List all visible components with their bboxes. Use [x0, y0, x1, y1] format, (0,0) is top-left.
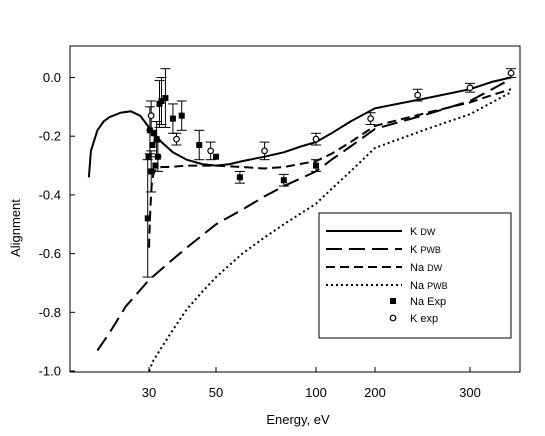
y-tick-label: -0.4: [39, 187, 61, 202]
data-point-k-exp: [173, 135, 180, 143]
legend: K DW K PWB Na DW Na PWB Na Exp K exp: [318, 212, 512, 339]
data-point-na-exp: [196, 142, 203, 149]
legend-label: Na DW: [410, 262, 443, 274]
data-point-na-exp: [313, 162, 319, 169]
data-point-na-exp: [144, 215, 151, 222]
y-axis-title: Alignment: [8, 199, 23, 257]
data-point-k-exp: [312, 135, 320, 143]
series-line-na-pwb: [148, 91, 512, 372]
legend-label: K exp: [410, 313, 438, 325]
data-point-k-exp: [147, 112, 155, 120]
legend-label-subscript: PWB: [420, 245, 441, 255]
data-points: [142, 68, 517, 278]
x-tick-label: 50: [209, 385, 223, 400]
x-tick-label: 200: [364, 385, 386, 400]
series-line-na-dw: [148, 88, 512, 248]
legend-label: Na PWB: [410, 280, 448, 292]
data-point-k-exp: [207, 147, 215, 155]
x-axis: 30 50 100 200 300: [142, 367, 481, 400]
legend-label-subscript: DW: [427, 263, 442, 273]
data-point-na-exp: [149, 142, 156, 149]
x-tick-label: 100: [305, 385, 327, 400]
data-point-k-exp: [466, 84, 474, 92]
x-tick-label: 300: [459, 385, 481, 400]
x-tick-label: 30: [142, 385, 156, 400]
y-tick-label: -1.0: [39, 364, 61, 379]
legend-box: [318, 212, 512, 339]
data-point-na-exp: [169, 115, 176, 122]
x-axis-title: Energy, eV: [266, 412, 330, 427]
data-point-na-exp: [162, 95, 169, 102]
data-point-na-exp: [145, 153, 152, 160]
legend-label-subscript: DW: [420, 227, 435, 237]
legend-label-subscript: PWB: [427, 281, 448, 291]
data-point-na-exp: [178, 112, 185, 119]
data-point-k-exp: [367, 115, 375, 122]
y-axis: 0.0 -0.2 -0.4 -0.6 -0.8 -1.0: [39, 70, 75, 379]
data-point-na-exp: [148, 168, 155, 175]
data-point-na-exp: [152, 162, 159, 169]
y-tick-label: 0.0: [43, 70, 61, 85]
legend-marker: [390, 298, 396, 304]
y-tick-label: -0.8: [39, 305, 61, 320]
legend-label: K DW: [410, 226, 436, 238]
data-point-na-exp: [213, 153, 219, 160]
data-point-na-exp: [153, 136, 160, 143]
legend-label: Na Exp: [410, 296, 446, 308]
legend-marker: [389, 314, 397, 322]
y-tick-label: -0.6: [39, 246, 61, 261]
data-point-k-exp: [507, 69, 515, 77]
data-point-na-exp: [154, 153, 161, 160]
data-point-k-exp: [261, 147, 268, 155]
data-point-na-exp: [158, 97, 165, 104]
plot-frame: [69, 45, 521, 373]
data-point-na-exp: [150, 130, 157, 137]
data-point-k-exp: [414, 91, 422, 99]
plot-area: [69, 45, 521, 373]
y-tick-label: -0.2: [39, 129, 61, 144]
data-point-na-exp: [280, 177, 287, 184]
data-point-na-exp: [236, 174, 243, 181]
legend-label: K PWB: [410, 244, 441, 256]
